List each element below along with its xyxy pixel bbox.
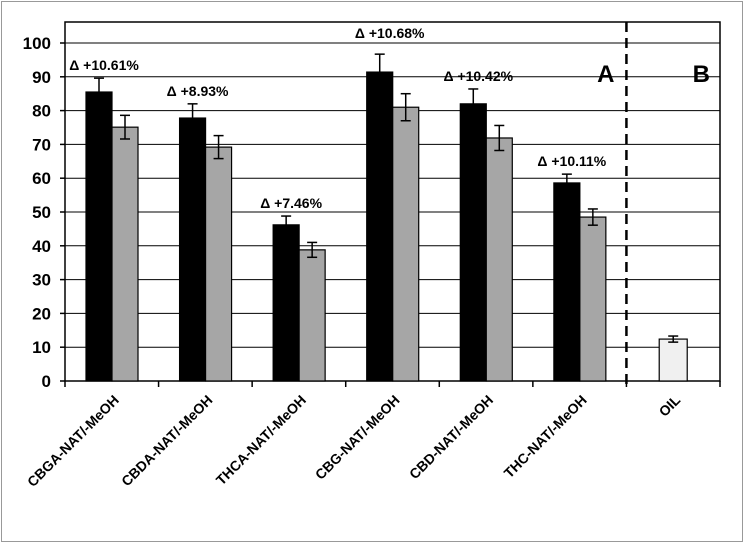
delta-annotation: Δ +8.93% xyxy=(167,83,229,99)
panel-label-b: B xyxy=(693,61,710,88)
y-tick-label: 70 xyxy=(32,135,51,154)
bar xyxy=(111,126,139,382)
bar xyxy=(204,146,233,382)
y-tick-label: 50 xyxy=(32,203,51,222)
delta-annotation: Δ +10.61% xyxy=(69,57,139,73)
bar xyxy=(579,216,607,382)
bar xyxy=(298,249,326,382)
x-tick-label: CBD-NAT/-MeOH xyxy=(406,392,496,482)
bar xyxy=(459,103,487,382)
x-tick-label: THCA-NAT/-MeOH xyxy=(213,392,309,488)
panel-label-a: A xyxy=(597,61,614,88)
y-tick-label: 100 xyxy=(23,34,51,53)
y-tick-label: 90 xyxy=(32,68,51,87)
bar xyxy=(485,137,513,382)
x-tick-label: THC-NAT/-MeOH xyxy=(501,392,590,481)
bar xyxy=(553,182,581,382)
delta-annotation: Δ +10.11% xyxy=(537,153,606,169)
x-tick-label: CBGA-NAT/-MeOH xyxy=(24,392,122,490)
x-tick-label: OIL xyxy=(656,391,684,419)
delta-annotation: Δ +10.42% xyxy=(443,68,513,84)
delta-annotation: Δ +10.68% xyxy=(355,25,425,41)
x-tick-label: CBDA-NAT/-MeOH xyxy=(118,392,215,489)
y-tick-label: 30 xyxy=(32,271,51,290)
y-tick-label: 10 xyxy=(32,338,51,357)
bar xyxy=(366,71,394,382)
bar xyxy=(272,224,300,382)
bar xyxy=(85,91,113,382)
y-tick-label: 0 xyxy=(42,372,51,391)
bar xyxy=(178,117,207,382)
y-tick-label: 20 xyxy=(32,304,51,323)
bar xyxy=(658,338,688,382)
y-tick-label: 80 xyxy=(32,102,51,121)
delta-annotation: Δ +7.46% xyxy=(260,195,322,211)
x-tick-label: CBG-NAT/-MeOH xyxy=(312,392,403,483)
bar xyxy=(392,106,420,382)
y-tick-label: 40 xyxy=(32,237,51,256)
y-tick-label: 60 xyxy=(32,169,51,188)
